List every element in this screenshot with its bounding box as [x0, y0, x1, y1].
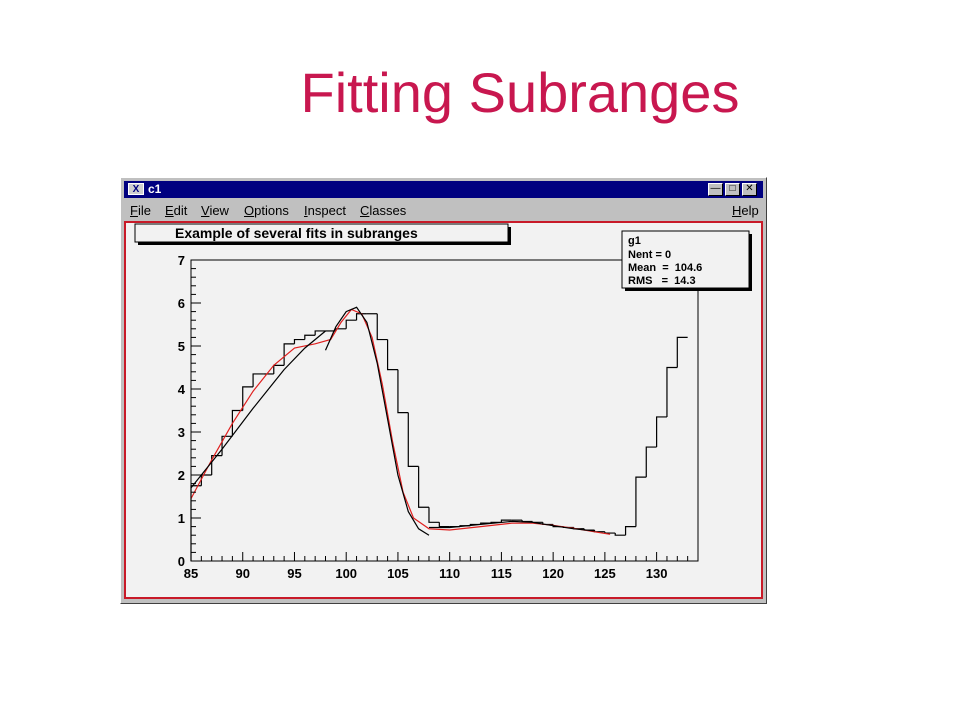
menu-edit[interactable]: Edit [165, 203, 188, 218]
stats-entries: Nent = 0 [628, 249, 671, 261]
window-title: c1 [148, 182, 162, 196]
x-tick-label: 120 [542, 566, 564, 581]
histogram-bin [211, 455, 223, 475]
histogram-bin [624, 526, 636, 536]
histogram-bin [355, 313, 367, 321]
x-tick-label: 110 [439, 566, 460, 581]
menu-options[interactable]: Options [244, 203, 289, 218]
x-tick-label: 125 [594, 566, 616, 581]
histogram-bin [304, 334, 316, 340]
plot-frame [190, 259, 699, 562]
histogram-bin [314, 330, 326, 336]
histogram-bin [386, 339, 398, 371]
histogram-bin [676, 336, 688, 368]
global-fit-line [190, 308, 611, 535]
histogram-bin [666, 366, 678, 417]
stats-name: g1 [628, 235, 641, 247]
histogram-bin [231, 409, 243, 437]
y-tick-label: 5 [178, 339, 185, 354]
histogram-bin [397, 369, 409, 414]
y-tick-label: 6 [178, 296, 185, 311]
title-box [134, 223, 509, 243]
histogram-bin [293, 338, 305, 344]
canvas-window: X c1 — □ ✕ File Edit View Options Inspec… [120, 177, 767, 604]
window-titlebar[interactable]: X c1 — □ ✕ [124, 181, 763, 198]
fit-curves [190, 306, 611, 536]
slide-title: Fitting Subranges [300, 61, 740, 124]
menu-help[interactable]: Help [732, 203, 759, 218]
x-tick-label: 95 [287, 566, 301, 581]
x-tick-label: 105 [387, 566, 409, 581]
stats-mean: Mean = 104.6 [628, 262, 702, 274]
root-canvas[interactable]: 85 90 95 100 105 110 115 120 125 130 0 1 2 3 4 5 6 7 Exam… [124, 221, 763, 599]
y-tick-label: 0 [178, 554, 185, 569]
y-tick-label: 4 [178, 382, 186, 397]
subrange-fit-line [190, 330, 326, 489]
histogram-bin [418, 466, 429, 508]
close-icon[interactable]: ✕ [742, 183, 757, 196]
x-tick-label: 85 [184, 566, 198, 581]
minimize-icon[interactable]: — [708, 183, 723, 196]
stats-box[interactable] [621, 230, 750, 289]
histogram-bin [614, 533, 626, 536]
subrange-fit-line [429, 520, 595, 532]
histogram-bin [407, 412, 419, 467]
histogram-bin [242, 386, 254, 411]
histogram-bin [345, 319, 357, 329]
histogram-bin [283, 343, 295, 366]
histogram-bin [252, 373, 264, 387]
menu-bar: File Edit View Options Inspect Classes H… [124, 200, 763, 220]
y-tick-label: 1 [178, 511, 185, 526]
x-tick-label: 130 [646, 566, 668, 581]
histogram-bin [500, 519, 512, 523]
histogram-plot: 85 90 95 100 105 110 115 120 125 130 0 1 2 3 4 5 6 7 Exam… [134, 223, 752, 581]
x-tick-label: 115 [491, 566, 512, 581]
stats-rms: RMS = 14.3 [628, 275, 696, 287]
histogram-bin [438, 522, 450, 528]
menu-classes[interactable]: Classes [360, 203, 407, 218]
menu-file[interactable]: File [130, 203, 151, 218]
axes: 85 90 95 100 105 110 115 120 125 130 0 1 2 3 4 5 6 7 [178, 253, 699, 581]
histogram-bin [428, 507, 440, 523]
y-tick-label: 2 [178, 468, 185, 483]
x-tick-label: 90 [236, 566, 250, 581]
x-app-icon[interactable]: X [128, 183, 144, 195]
y-tick-label: 7 [178, 253, 185, 268]
chart-title: Example of several fits in subranges [175, 225, 418, 241]
maximize-icon[interactable]: □ [725, 183, 740, 196]
histogram-bin [635, 476, 647, 527]
histogram-bin [656, 416, 667, 448]
menu-inspect[interactable]: Inspect [304, 203, 346, 218]
y-tick-label: 3 [178, 425, 185, 440]
subrange-fit-line [324, 306, 430, 536]
x-tick-label: 100 [335, 566, 357, 581]
histogram-bin [376, 313, 388, 341]
menu-view[interactable]: View [201, 203, 229, 218]
histogram-bin [645, 446, 657, 478]
